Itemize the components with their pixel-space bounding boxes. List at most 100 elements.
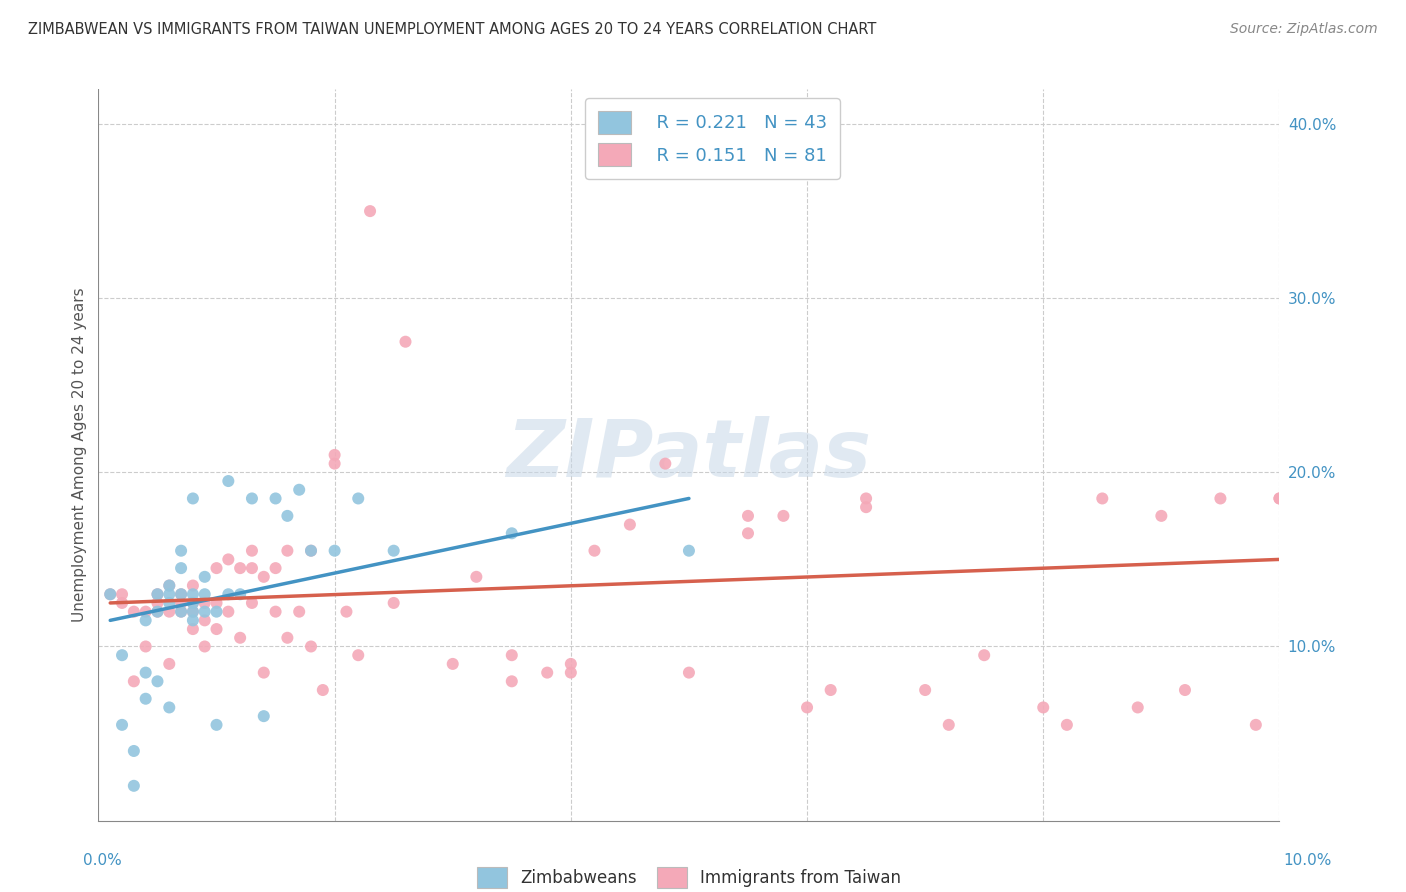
Point bbox=[501, 648, 523, 663]
Point bbox=[170, 587, 193, 601]
Point bbox=[122, 779, 145, 793]
Legend: Zimbabweans, Immigrants from Taiwan: Zimbabweans, Immigrants from Taiwan bbox=[468, 858, 910, 892]
Point bbox=[347, 648, 370, 663]
Point bbox=[1056, 718, 1078, 732]
Y-axis label: Unemployment Among Ages 20 to 24 years: Unemployment Among Ages 20 to 24 years bbox=[72, 287, 87, 623]
Point bbox=[217, 474, 239, 488]
Point bbox=[122, 674, 145, 689]
Point bbox=[157, 578, 180, 592]
Text: ZIMBABWEAN VS IMMIGRANTS FROM TAIWAN UNEMPLOYMENT AMONG AGES 20 TO 24 YEARS CORR: ZIMBABWEAN VS IMMIGRANTS FROM TAIWAN UNE… bbox=[28, 22, 876, 37]
Point bbox=[146, 674, 169, 689]
Point bbox=[170, 605, 193, 619]
Point bbox=[678, 665, 700, 680]
Point bbox=[135, 613, 157, 627]
Point bbox=[135, 605, 157, 619]
Point bbox=[240, 596, 263, 610]
Point bbox=[229, 561, 252, 575]
Point bbox=[194, 587, 217, 601]
Point bbox=[323, 543, 346, 558]
Point bbox=[240, 491, 263, 506]
Point bbox=[157, 587, 180, 601]
Point bbox=[264, 561, 287, 575]
Text: Source: ZipAtlas.com: Source: ZipAtlas.com bbox=[1230, 22, 1378, 37]
Point bbox=[170, 587, 193, 601]
Point bbox=[135, 665, 157, 680]
Point bbox=[111, 648, 134, 663]
Point bbox=[157, 578, 180, 592]
Point bbox=[194, 596, 217, 610]
Point bbox=[855, 500, 877, 515]
Point bbox=[501, 526, 523, 541]
Point bbox=[98, 587, 121, 601]
Point bbox=[181, 578, 204, 592]
Text: 10.0%: 10.0% bbox=[1284, 854, 1331, 868]
Point bbox=[619, 517, 641, 532]
Point bbox=[217, 587, 239, 601]
Point bbox=[654, 457, 676, 471]
Point bbox=[288, 605, 311, 619]
Point bbox=[111, 596, 134, 610]
Point bbox=[205, 596, 228, 610]
Point bbox=[181, 605, 204, 619]
Point bbox=[914, 683, 936, 698]
Point bbox=[253, 709, 276, 723]
Point bbox=[135, 691, 157, 706]
Point bbox=[382, 543, 405, 558]
Point bbox=[194, 605, 217, 619]
Point bbox=[583, 543, 606, 558]
Point bbox=[157, 596, 180, 610]
Point bbox=[170, 605, 193, 619]
Point bbox=[146, 605, 169, 619]
Point bbox=[855, 491, 877, 506]
Point bbox=[205, 605, 228, 619]
Point bbox=[276, 631, 298, 645]
Point bbox=[1091, 491, 1114, 506]
Point bbox=[737, 526, 759, 541]
Point bbox=[111, 718, 134, 732]
Point bbox=[737, 508, 759, 523]
Point bbox=[772, 508, 794, 523]
Point bbox=[560, 665, 582, 680]
Point bbox=[240, 561, 263, 575]
Point bbox=[264, 605, 287, 619]
Point bbox=[194, 613, 217, 627]
Point bbox=[253, 665, 276, 680]
Point bbox=[157, 700, 180, 714]
Point bbox=[205, 561, 228, 575]
Point bbox=[122, 744, 145, 758]
Point bbox=[1209, 491, 1232, 506]
Point bbox=[253, 570, 276, 584]
Text: ZIPatlas: ZIPatlas bbox=[506, 416, 872, 494]
Point bbox=[560, 657, 582, 671]
Point bbox=[229, 587, 252, 601]
Point bbox=[146, 605, 169, 619]
Point bbox=[276, 543, 298, 558]
Point bbox=[146, 596, 169, 610]
Point bbox=[122, 605, 145, 619]
Point bbox=[146, 587, 169, 601]
Point bbox=[1268, 491, 1291, 506]
Point bbox=[299, 543, 322, 558]
Point bbox=[335, 605, 357, 619]
Point bbox=[1244, 718, 1267, 732]
Point bbox=[359, 204, 381, 219]
Point bbox=[264, 491, 287, 506]
Point bbox=[194, 570, 217, 584]
Point bbox=[288, 483, 311, 497]
Point bbox=[299, 543, 322, 558]
Point bbox=[194, 640, 217, 654]
Point bbox=[181, 596, 204, 610]
Point bbox=[181, 491, 204, 506]
Point bbox=[170, 596, 193, 610]
Point bbox=[501, 674, 523, 689]
Point bbox=[111, 587, 134, 601]
Point bbox=[536, 665, 558, 680]
Point bbox=[347, 491, 370, 506]
Point bbox=[205, 622, 228, 636]
Point bbox=[1268, 491, 1291, 506]
Point bbox=[157, 657, 180, 671]
Point bbox=[820, 683, 842, 698]
Point bbox=[1032, 700, 1054, 714]
Point bbox=[157, 605, 180, 619]
Point bbox=[146, 587, 169, 601]
